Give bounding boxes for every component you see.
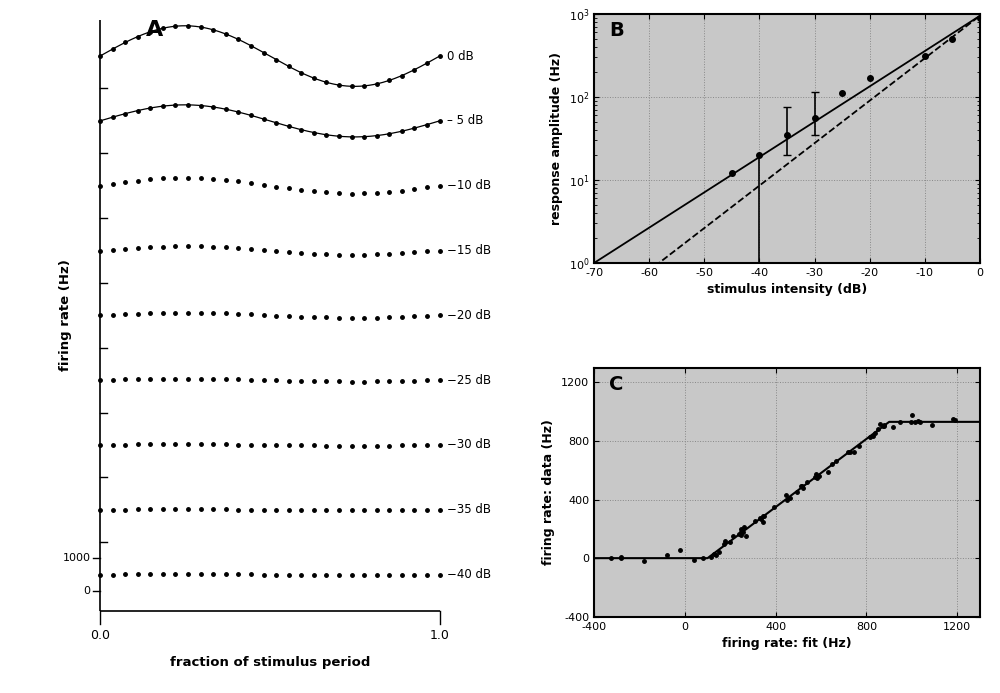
Text: 0: 0 (83, 586, 90, 596)
Text: −40 dB: −40 dB (447, 568, 491, 581)
Text: B: B (609, 21, 624, 40)
Text: 0 dB: 0 dB (447, 50, 474, 62)
Text: 0.0: 0.0 (90, 629, 110, 642)
Text: −15 dB: −15 dB (447, 244, 491, 257)
Text: −30 dB: −30 dB (447, 439, 491, 451)
Text: −35 dB: −35 dB (447, 503, 491, 516)
Text: −25 dB: −25 dB (447, 374, 491, 387)
X-axis label: stimulus intensity (dB): stimulus intensity (dB) (707, 283, 867, 297)
X-axis label: firing rate: fit (Hz): firing rate: fit (Hz) (722, 637, 852, 650)
Text: −20 dB: −20 dB (447, 309, 491, 322)
Text: fraction of stimulus period: fraction of stimulus period (170, 656, 370, 669)
Text: 1.0: 1.0 (430, 629, 450, 642)
Y-axis label: response amplitude (Hz): response amplitude (Hz) (550, 52, 563, 225)
Y-axis label: firing rate: data (Hz): firing rate: data (Hz) (542, 419, 555, 565)
Text: A: A (146, 20, 164, 40)
Text: firing rate (Hz): firing rate (Hz) (59, 259, 72, 371)
Text: – 5 dB: – 5 dB (447, 114, 484, 128)
Text: −10 dB: −10 dB (447, 179, 491, 192)
Text: 1000: 1000 (62, 553, 90, 563)
Text: C: C (609, 375, 624, 394)
